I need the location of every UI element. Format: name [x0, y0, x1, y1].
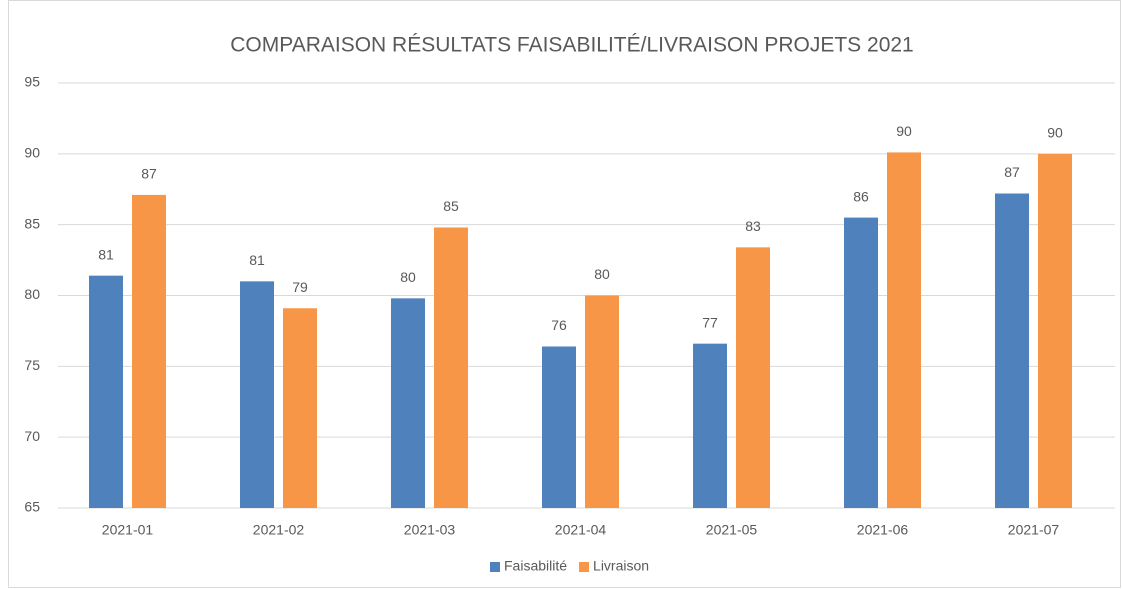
bar: [693, 343, 727, 508]
chart-title: COMPARAISON RÉSULTATS FAISABILITÉ/LIVRAI…: [230, 34, 913, 57]
data-label: 77: [702, 314, 718, 330]
legend-swatch: [490, 562, 500, 572]
data-label: 76: [551, 317, 567, 333]
legend-label: Faisabilité: [504, 558, 567, 574]
bar: [283, 308, 317, 508]
bar: [844, 217, 878, 509]
bar: [736, 247, 770, 509]
bar: [995, 193, 1029, 508]
data-label: 81: [249, 252, 265, 268]
data-label: 83: [745, 218, 761, 234]
x-tick-label: 2021-03: [404, 522, 456, 538]
bar: [391, 298, 425, 508]
data-label: 81: [98, 246, 114, 262]
data-label: 85: [443, 198, 459, 214]
y-tick-label: 80: [24, 286, 40, 302]
bar: [89, 275, 123, 508]
data-label: 79: [292, 279, 308, 295]
data-label: 80: [594, 266, 610, 282]
data-label: 86: [853, 188, 869, 204]
y-tick-label: 75: [24, 357, 40, 373]
x-tick-label: 2021-04: [555, 522, 607, 538]
bar: [585, 295, 619, 508]
data-label: 80: [400, 269, 416, 285]
bar: [542, 346, 576, 508]
y-tick-label: 70: [24, 428, 40, 444]
x-tick-label: 2021-01: [102, 522, 154, 538]
legend-swatch: [579, 562, 590, 572]
y-tick-label: 85: [24, 215, 40, 231]
data-label: 90: [896, 123, 912, 139]
x-tick-label: 2021-06: [857, 522, 909, 538]
bar: [887, 152, 921, 508]
legend-label: Livraison: [593, 558, 649, 574]
y-tick-label: 90: [24, 145, 40, 161]
y-tick-label: 95: [24, 74, 40, 90]
bar: [132, 194, 166, 508]
y-tick-label: 65: [24, 499, 40, 515]
x-tick-label: 2021-02: [253, 522, 305, 538]
x-tick-label: 2021-07: [1008, 522, 1060, 538]
data-label: 87: [1004, 164, 1020, 180]
data-label: 87: [141, 166, 157, 182]
bar: [1038, 153, 1072, 509]
data-label: 90: [1047, 125, 1063, 141]
bar: [434, 227, 468, 508]
bar: [240, 281, 274, 508]
x-tick-label: 2021-05: [706, 522, 758, 538]
